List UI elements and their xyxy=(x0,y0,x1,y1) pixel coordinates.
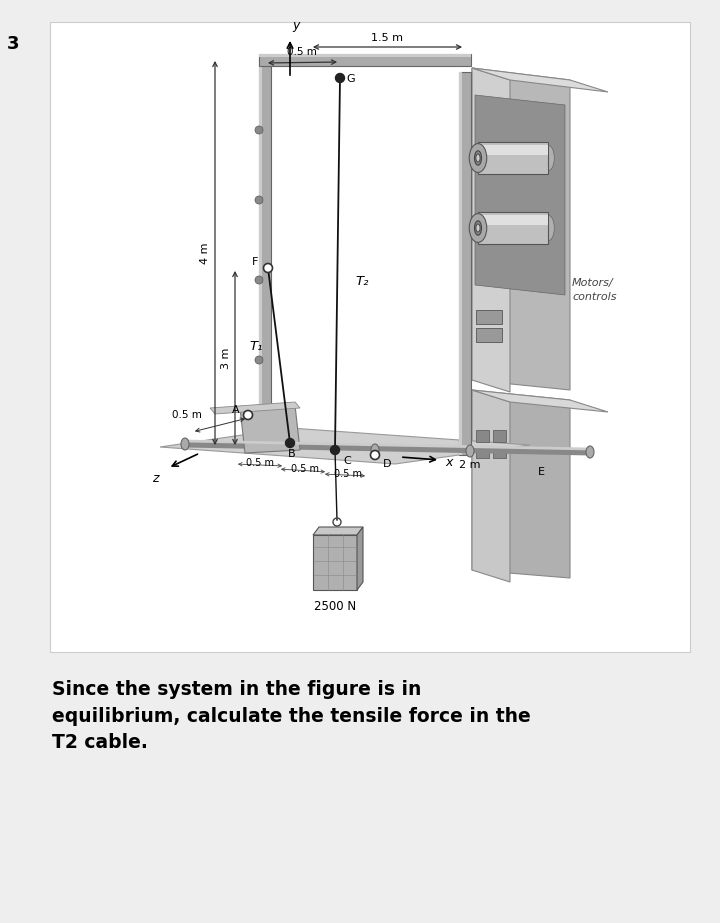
Ellipse shape xyxy=(474,221,482,235)
Bar xyxy=(259,54,471,66)
Polygon shape xyxy=(240,405,300,453)
Ellipse shape xyxy=(541,145,554,171)
Text: y: y xyxy=(292,19,300,32)
Text: D: D xyxy=(383,459,392,469)
Circle shape xyxy=(330,446,340,454)
Bar xyxy=(459,72,462,455)
Text: 3 m: 3 m xyxy=(221,347,231,368)
Polygon shape xyxy=(357,527,363,590)
Polygon shape xyxy=(475,95,565,295)
Ellipse shape xyxy=(181,438,189,450)
Bar xyxy=(478,212,548,244)
Text: 0.5 m: 0.5 m xyxy=(246,458,274,468)
Circle shape xyxy=(286,438,294,448)
Bar xyxy=(259,58,262,450)
Polygon shape xyxy=(160,428,530,464)
Text: 0.5 m: 0.5 m xyxy=(291,464,319,474)
Text: 0.5 m: 0.5 m xyxy=(172,410,202,420)
Text: 0.5 m: 0.5 m xyxy=(334,469,362,479)
Circle shape xyxy=(255,356,263,364)
Bar xyxy=(476,310,502,324)
Bar xyxy=(259,54,471,57)
Text: Since the system in the figure is in
equilibrium, calculate the tensile force in: Since the system in the figure is in equ… xyxy=(52,680,531,752)
Bar xyxy=(476,446,489,458)
Text: x: x xyxy=(445,455,452,469)
Text: 3: 3 xyxy=(7,35,19,53)
Bar xyxy=(50,22,690,652)
Text: C: C xyxy=(343,456,351,466)
Circle shape xyxy=(243,411,253,419)
Bar xyxy=(313,535,357,590)
Text: z: z xyxy=(152,472,158,485)
Text: 2500 N: 2500 N xyxy=(314,600,356,613)
Polygon shape xyxy=(313,527,363,535)
Bar xyxy=(493,446,506,458)
Text: B: B xyxy=(288,449,296,459)
Circle shape xyxy=(255,276,263,284)
Ellipse shape xyxy=(474,150,482,165)
Polygon shape xyxy=(472,68,608,92)
Ellipse shape xyxy=(469,144,487,173)
Polygon shape xyxy=(472,390,510,582)
Bar xyxy=(493,430,506,442)
Circle shape xyxy=(371,450,379,460)
Text: 0.5 m: 0.5 m xyxy=(287,47,317,57)
Text: F: F xyxy=(251,257,258,267)
Bar xyxy=(459,72,471,455)
Ellipse shape xyxy=(586,446,594,458)
Text: 1.5 m: 1.5 m xyxy=(371,33,403,43)
Text: Motors/
controls: Motors/ controls xyxy=(572,279,616,302)
Text: 2 m: 2 m xyxy=(459,460,481,470)
Text: 4 m: 4 m xyxy=(200,242,210,264)
Circle shape xyxy=(336,74,344,82)
Ellipse shape xyxy=(541,215,554,241)
Text: T₁: T₁ xyxy=(250,340,263,353)
Polygon shape xyxy=(472,68,570,390)
Polygon shape xyxy=(472,390,570,578)
Bar xyxy=(478,142,548,174)
Polygon shape xyxy=(210,402,300,414)
Text: T₂: T₂ xyxy=(355,275,369,288)
Ellipse shape xyxy=(476,224,480,232)
Bar xyxy=(478,215,548,225)
Bar xyxy=(476,430,489,442)
Ellipse shape xyxy=(466,445,474,457)
Bar xyxy=(478,145,548,155)
Ellipse shape xyxy=(371,444,379,456)
Circle shape xyxy=(255,126,263,134)
Ellipse shape xyxy=(476,154,480,162)
Bar xyxy=(259,58,271,450)
Text: G: G xyxy=(346,74,355,84)
Polygon shape xyxy=(472,68,510,392)
Polygon shape xyxy=(472,390,608,412)
Circle shape xyxy=(264,263,272,272)
Ellipse shape xyxy=(469,213,487,243)
Text: E: E xyxy=(538,467,545,477)
Circle shape xyxy=(255,196,263,204)
Text: A: A xyxy=(233,405,240,415)
Bar xyxy=(476,328,502,342)
